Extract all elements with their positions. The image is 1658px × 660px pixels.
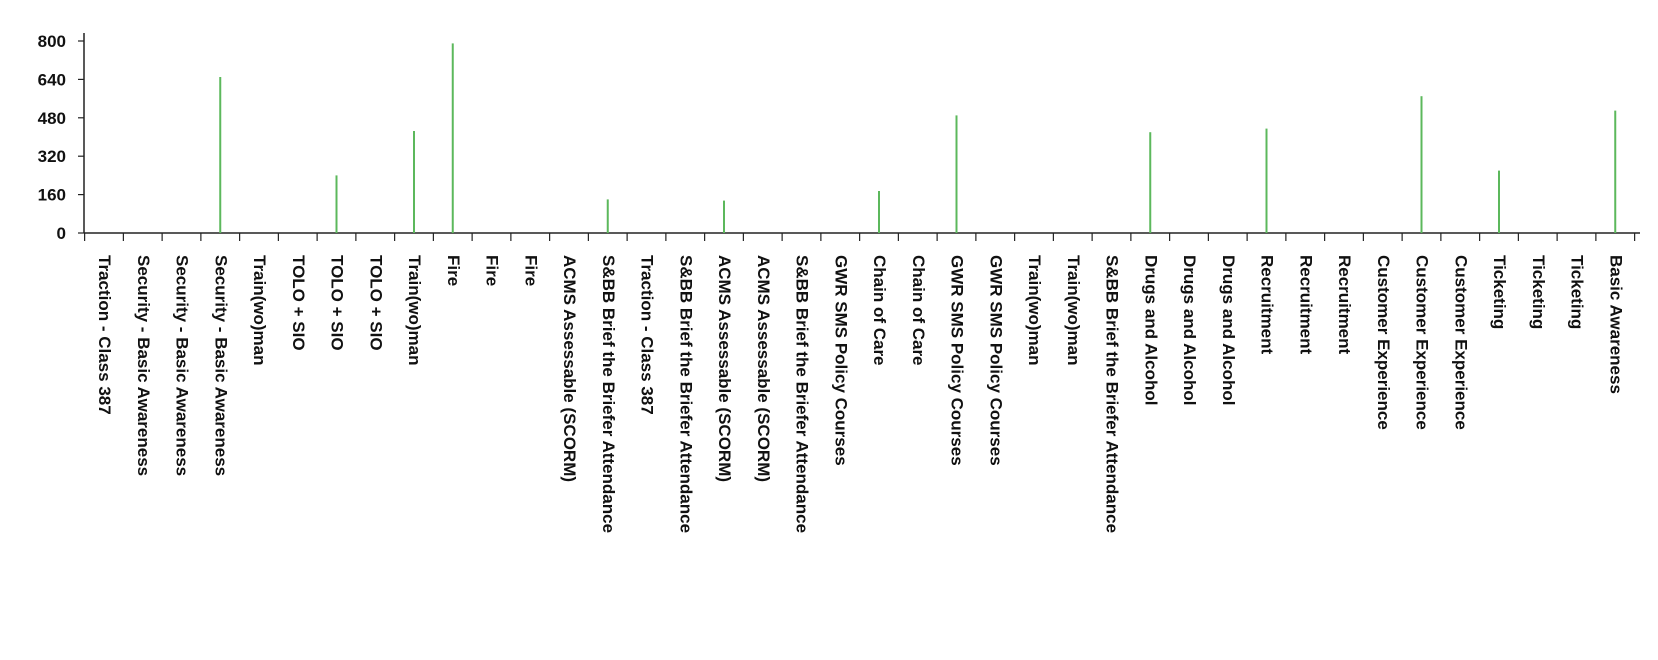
- x-tick-label: Chain of Care: [909, 255, 928, 366]
- y-tick-label: 0: [57, 224, 66, 243]
- y-tick-label: 640: [38, 70, 66, 89]
- x-tick-label: Fire: [444, 255, 463, 286]
- x-tick-label: S&BB Brief the Briefer Attendance: [1103, 255, 1122, 533]
- bar: [451, 43, 454, 234]
- x-tick-label: Security - Basic Awareness: [173, 255, 192, 476]
- x-tick-label: Traction - Class 387: [95, 255, 114, 415]
- x-tick-label: GWR SMS Policy Courses: [831, 255, 850, 466]
- x-tick-label: Ticketing: [1568, 255, 1587, 329]
- bar: [1149, 132, 1152, 233]
- x-tick-label: Ticketing: [1529, 255, 1548, 329]
- x-tick-label: ACMS Assessable (SCORM): [715, 255, 734, 482]
- y-tick-label: 800: [38, 32, 66, 51]
- x-tick-label: Security - Basic Awareness: [211, 255, 230, 476]
- y-tick-label: 160: [38, 186, 66, 205]
- x-tick-label: S&BB Brief the Briefer Attendance: [599, 255, 618, 533]
- x-tick-label: Customer Experience: [1413, 255, 1432, 430]
- x-tick-label: ACMS Assessable (SCORM): [560, 255, 579, 482]
- bar: [606, 199, 609, 233]
- x-tick-label: Customer Experience: [1374, 255, 1393, 430]
- x-tick-label: Security - Basic Awareness: [134, 255, 153, 476]
- x-tick-label: TOLO + SIO: [289, 255, 308, 351]
- x-tick-label: Fire: [483, 255, 502, 286]
- x-tick-label: Chain of Care: [870, 255, 889, 366]
- bars: [219, 43, 1617, 234]
- x-tick-label: Drugs and Alcohol: [1219, 255, 1238, 406]
- bar: [955, 115, 958, 233]
- x-tick-label: Recruitment: [1296, 255, 1315, 355]
- x-tick-label: Recruitment: [1258, 255, 1277, 355]
- x-tick-label: Train(wo)man: [405, 255, 424, 366]
- x-tick-label: Recruitment: [1335, 255, 1354, 355]
- x-tick-label: Train(wo)man: [250, 255, 269, 366]
- x-tick-label: Traction - Class 387: [638, 255, 657, 415]
- x-tick-label: TOLO + SIO: [366, 255, 385, 351]
- x-tick-label: Train(wo)man: [1064, 255, 1083, 366]
- x-axis: Traction - Class 387 Security - Basic Awa…: [84, 232, 1640, 533]
- x-tick-label: Fire: [521, 255, 540, 286]
- y-tick-label: 480: [38, 109, 66, 128]
- x-tick-label: Customer Experience: [1451, 255, 1470, 430]
- x-tick-label: ACMS Assessable (SCORM): [754, 255, 773, 482]
- x-tick-label: GWR SMS Policy Courses: [986, 255, 1005, 466]
- bar: [1498, 170, 1500, 233]
- y-tick-label: 320: [38, 147, 66, 166]
- x-tick-label: Train(wo)man: [1025, 255, 1044, 366]
- x-tick-label: S&BB Brief the Briefer Attendance: [676, 255, 695, 533]
- x-tick-label: TOLO + SIO: [328, 255, 347, 351]
- bar: [723, 200, 725, 233]
- x-tick-label: S&BB Brief the Briefer Attendance: [793, 255, 812, 533]
- bar: [335, 175, 338, 233]
- bar: [219, 77, 222, 233]
- bar: [878, 191, 880, 233]
- bar: [1265, 128, 1268, 233]
- bar: [1420, 96, 1423, 233]
- x-tick-label: GWR SMS Policy Courses: [948, 255, 967, 466]
- x-tick-label: Drugs and Alcohol: [1141, 255, 1160, 406]
- y-axis: 0 160 320 480 640 800: [38, 32, 85, 243]
- x-tick-label: Ticketing: [1490, 255, 1509, 329]
- bar: [413, 131, 415, 233]
- x-tick-label: Basic Awareness: [1606, 255, 1625, 394]
- x-tick-label: Drugs and Alcohol: [1180, 255, 1199, 406]
- bar: [1614, 110, 1617, 233]
